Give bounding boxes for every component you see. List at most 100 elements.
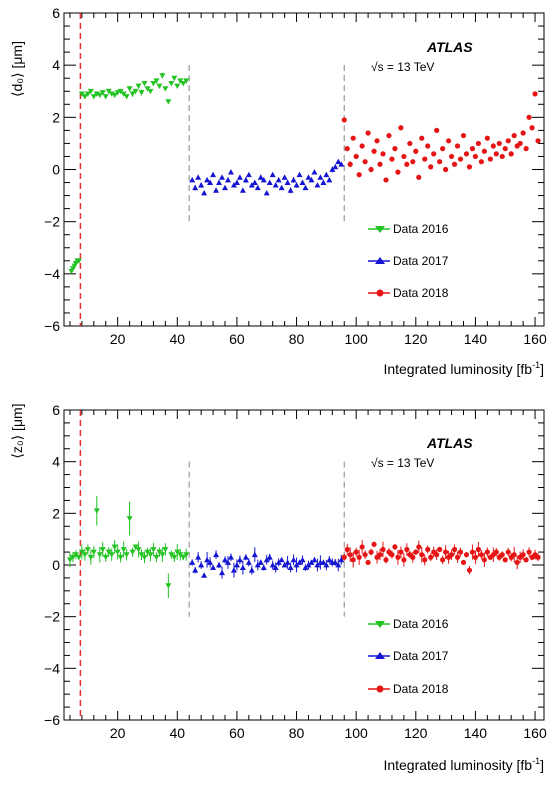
d0-data-point (398, 125, 404, 131)
z0-data-point (392, 544, 398, 550)
d0-data-point (529, 125, 535, 131)
d0-data-point (287, 187, 294, 193)
z0-data-point (66, 557, 73, 563)
d0-data-point (332, 163, 339, 170)
z0-data-point (75, 554, 82, 561)
z0-data-point (314, 562, 321, 568)
legend-marker-2016-b (375, 621, 385, 628)
d0-data-point (472, 153, 479, 160)
legend-label-2017-b: Data 2017 (393, 649, 449, 663)
z0-data-point (481, 557, 487, 563)
d0-data-point (493, 151, 499, 157)
z0-data-point (478, 552, 484, 558)
z0-data-point (302, 564, 309, 570)
z0-data-point (189, 559, 196, 565)
d0-data-point (183, 78, 190, 84)
z0-data-point (380, 546, 386, 553)
d0-data-point (317, 174, 324, 180)
d0-data-point (448, 153, 455, 160)
d0-data-point (251, 179, 258, 185)
d0-data-point (434, 127, 440, 133)
d0-data-point (374, 138, 380, 144)
d0-data-point (78, 91, 85, 97)
d0-y-tick-label: −2 (44, 214, 60, 230)
d0-data-point (278, 184, 285, 191)
z0-data-point (359, 544, 365, 550)
d0-data-point (520, 130, 526, 136)
d0-data-point (129, 91, 136, 97)
d0-data-point (221, 184, 228, 191)
d0-data-point (451, 161, 458, 167)
d0-data-point (233, 179, 240, 185)
d0-data-point (508, 151, 514, 157)
d0-data-point (257, 174, 264, 180)
z0-data-point (242, 554, 249, 560)
d0-data-point (308, 176, 315, 183)
z0-data-point (207, 559, 214, 565)
legend-label-2017: Data 2017 (393, 254, 449, 268)
d0-data-point (466, 164, 473, 170)
z0-data-point (299, 556, 306, 563)
z0-data-point (368, 549, 374, 555)
z0-x-tick-label: 40 (170, 725, 186, 741)
d0-data-point (350, 135, 356, 141)
d0-data-point (311, 169, 318, 175)
z0-data-point (269, 562, 276, 568)
d0-data-point (281, 174, 288, 180)
d0-data-point (344, 146, 350, 152)
d0-data-point (535, 138, 541, 144)
d0-data-point (490, 143, 496, 149)
d0-legend: Data 2016 Data 2017 Data 2018 (368, 222, 449, 300)
d0-data-point (392, 146, 398, 152)
z0-data-point (236, 556, 243, 563)
d0-data-point (284, 179, 291, 185)
d0-data-point (496, 140, 502, 147)
d0-data-point (320, 179, 327, 185)
d0-data-point (195, 174, 202, 180)
d0-data-point (159, 73, 166, 79)
d0-data-point (135, 83, 142, 90)
z0-data-point (162, 547, 169, 553)
z0-data-point (216, 562, 223, 568)
z0-data-point (141, 554, 148, 561)
d0-x-tick-label: 60 (229, 331, 245, 347)
d0-data-point (177, 78, 184, 84)
d0-panel: 20 40 60 80 100 120 140 160 −6 −4 −2 0 2 4 6 ⟨d₀⟩ [μm]… (9, 5, 547, 377)
d0-data-point (359, 143, 365, 149)
d0-data-point (365, 130, 371, 136)
z0-data-point (153, 554, 160, 561)
d0-data-point (454, 143, 461, 149)
z0-data-point (511, 552, 517, 558)
z0-data-point (353, 549, 359, 555)
d0-data-point (99, 90, 106, 96)
z0-x-tick-label: 20 (110, 725, 126, 741)
legend-label-2018-b: Data 2018 (393, 682, 449, 696)
z0-data-point (443, 549, 449, 555)
z0-data-point (493, 549, 499, 555)
d0-data-point (389, 156, 395, 162)
z0-y-tick-label: 0 (52, 557, 60, 573)
d0-data-point (484, 135, 490, 141)
d0-data-point (443, 166, 449, 173)
d0-data-point (120, 91, 127, 97)
z0-data-point (472, 554, 479, 560)
z0-data-point (520, 552, 526, 558)
d0-data-point (126, 86, 133, 92)
d0-x-tick-label: 120 (404, 331, 428, 347)
z0-data-point (84, 547, 91, 553)
z0-data-point (233, 562, 240, 568)
d0-data-point (475, 140, 482, 147)
z0-data-point (371, 541, 377, 547)
d0-data-point (323, 171, 330, 178)
d0-y-tick-label: −4 (44, 266, 60, 282)
z0-data-point (198, 562, 205, 568)
z0-data-point (120, 547, 127, 553)
z0-data-point (87, 554, 94, 561)
d0-data-point (219, 174, 226, 180)
z0-data-point (463, 552, 470, 558)
z0-data-point (413, 549, 419, 555)
d0-data-point (174, 83, 181, 90)
legend-label-2016-b: Data 2016 (393, 617, 449, 631)
legend-label-2018: Data 2018 (393, 286, 449, 300)
d0-data-point (505, 138, 511, 144)
